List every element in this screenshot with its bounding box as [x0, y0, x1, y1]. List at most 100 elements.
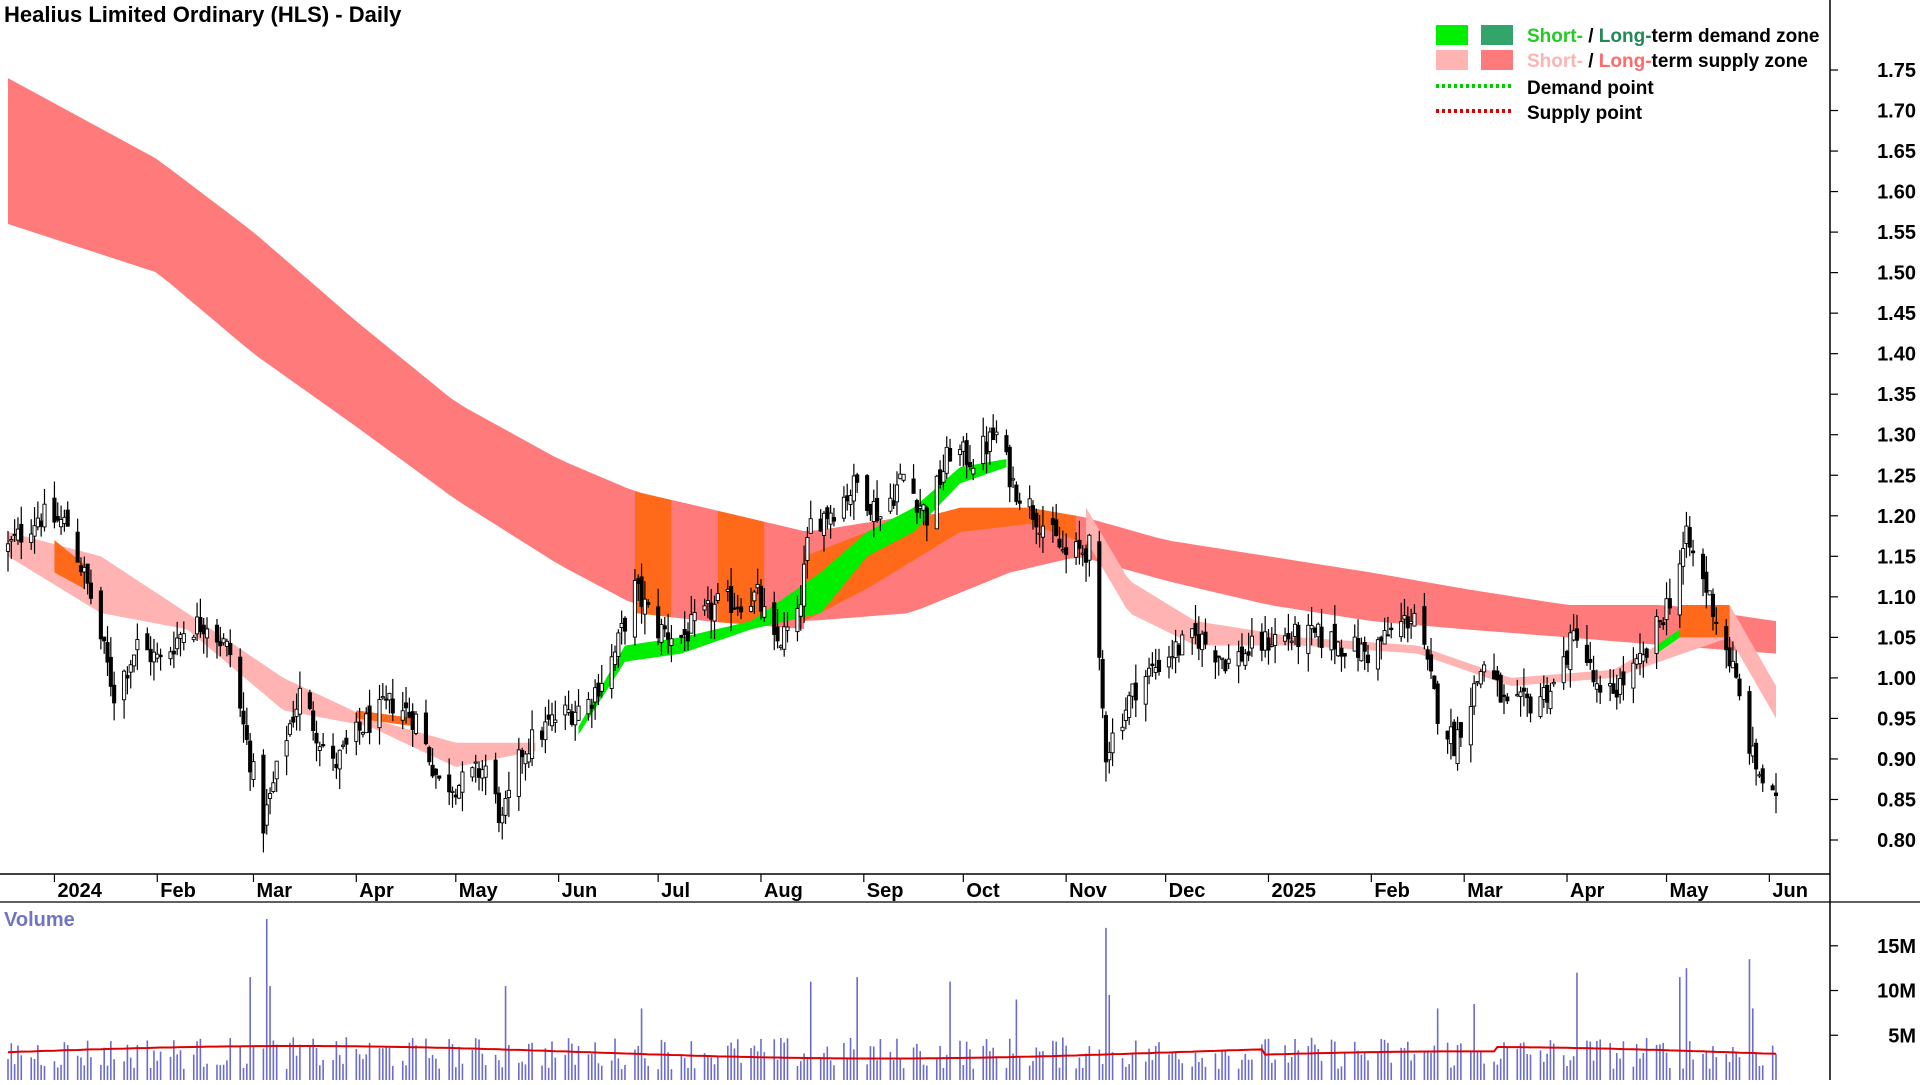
candle-body — [1405, 616, 1410, 629]
candle — [1681, 531, 1686, 585]
candle-body — [447, 774, 452, 793]
candle-body — [1757, 774, 1762, 777]
candle — [739, 598, 744, 620]
candle — [865, 474, 870, 517]
candle — [244, 707, 249, 745]
candle — [1127, 691, 1132, 725]
candle — [175, 621, 180, 656]
candle-body — [287, 723, 293, 735]
candle-body — [1498, 674, 1503, 703]
legend-short-demand-swatch — [1436, 25, 1468, 45]
candle — [685, 622, 691, 651]
candle-body — [1667, 598, 1672, 609]
candle-body — [1734, 663, 1739, 678]
candle — [748, 587, 754, 613]
candle — [1435, 680, 1440, 735]
candle — [901, 473, 906, 483]
candle-body — [1037, 532, 1042, 535]
candle — [98, 586, 103, 650]
candle-body — [480, 769, 485, 779]
candle-body — [55, 516, 60, 521]
candle-body — [1681, 548, 1686, 567]
candle-body — [168, 651, 173, 660]
price-tick-label: 1.50 — [1877, 263, 1916, 285]
month-tick-label: Feb — [160, 880, 196, 902]
candle-body — [964, 440, 969, 466]
candle-body — [775, 626, 780, 642]
candle — [576, 689, 581, 721]
candle-body — [460, 771, 465, 793]
candle-body — [1730, 660, 1735, 669]
candle-body — [642, 598, 647, 615]
candle-body — [1445, 730, 1450, 740]
candle — [1339, 639, 1344, 672]
candle-body — [1243, 653, 1248, 666]
candle-body — [821, 512, 827, 536]
legend-short-supply-swatch — [1436, 50, 1468, 70]
candle — [390, 678, 395, 722]
candle — [516, 737, 521, 811]
candle-body — [659, 624, 664, 643]
candle-body — [845, 495, 850, 502]
candle-body — [198, 616, 203, 632]
month-tick-label: Feb — [1374, 880, 1410, 902]
candle-body — [666, 632, 671, 640]
candle-body — [755, 583, 760, 589]
candle — [1754, 738, 1759, 786]
candle-body — [145, 633, 150, 651]
candle-body — [1591, 670, 1596, 683]
candle — [1365, 645, 1371, 673]
chart-title: Healius Limited Ordinary (HLS) - Daily — [4, 2, 402, 27]
candle — [400, 691, 405, 730]
candle-body — [191, 636, 196, 641]
candle-body — [1296, 624, 1301, 648]
price-tick-label: 1.00 — [1877, 668, 1916, 690]
candle — [1478, 669, 1483, 689]
candle-body — [1588, 658, 1593, 663]
candle-body — [1273, 634, 1278, 647]
candle-body — [609, 656, 614, 689]
candle-body — [367, 705, 372, 733]
candle-body — [639, 576, 644, 607]
candle-body — [1528, 696, 1533, 714]
candle — [102, 636, 107, 654]
candle — [261, 749, 266, 853]
candle-body — [241, 710, 246, 725]
candle-body — [1150, 663, 1155, 667]
candle-body — [888, 497, 893, 512]
candle — [1724, 619, 1729, 669]
candle — [1286, 613, 1291, 651]
candle-body — [566, 709, 571, 713]
candle-body — [178, 634, 183, 639]
candle — [1588, 641, 1593, 670]
candle — [821, 511, 827, 552]
candle-body — [921, 504, 926, 511]
candle — [214, 619, 220, 659]
candle — [1103, 711, 1109, 782]
candle-body — [772, 602, 777, 635]
candle-body — [1472, 683, 1477, 707]
candle — [921, 503, 926, 526]
candle — [646, 599, 651, 608]
candle-body — [1030, 505, 1036, 520]
candle — [506, 771, 511, 818]
candle — [1412, 604, 1417, 627]
candle-body — [865, 475, 870, 511]
candle-body — [1127, 695, 1132, 718]
short-term-supply-zone-2024 — [8, 532, 536, 767]
candle-body — [1060, 549, 1065, 552]
candle — [1362, 636, 1367, 670]
candle — [656, 588, 661, 646]
candle — [274, 760, 279, 793]
candle-body — [1034, 512, 1039, 528]
candle-body — [991, 427, 996, 441]
candle-body — [221, 638, 226, 644]
candle — [911, 464, 916, 494]
candle — [1687, 516, 1692, 557]
candle — [158, 648, 163, 671]
candle — [493, 752, 498, 804]
candle — [360, 731, 365, 738]
candle-body — [1727, 647, 1732, 667]
candle-body — [705, 600, 710, 605]
candle — [1770, 783, 1775, 791]
